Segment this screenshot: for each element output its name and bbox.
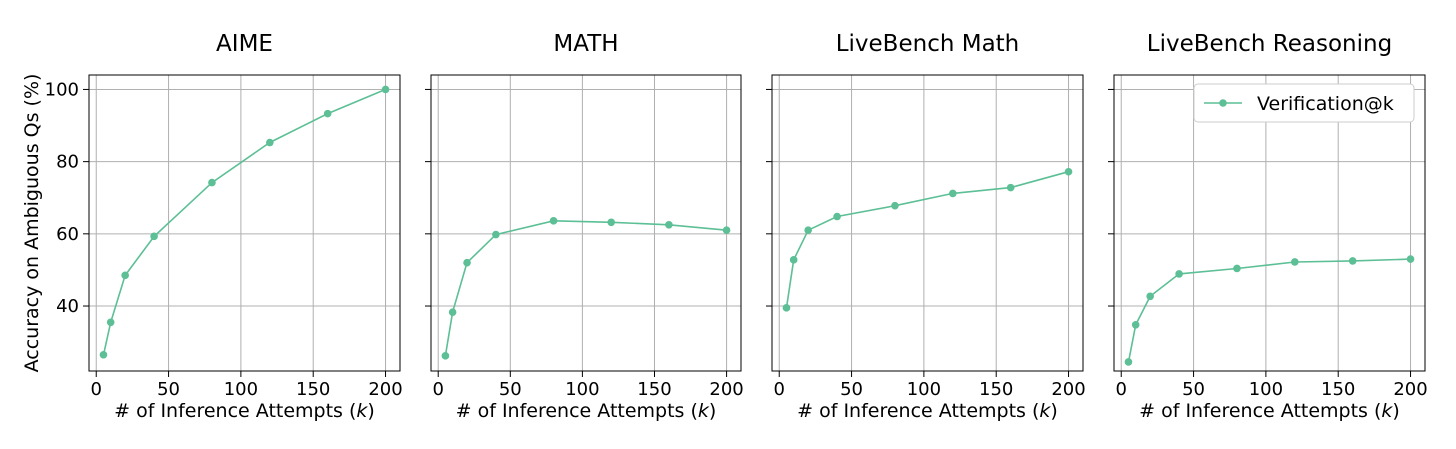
x-tick-label: 100	[907, 379, 941, 400]
data-point	[1064, 167, 1073, 176]
axes-frame	[430, 74, 742, 372]
x-tick-label: 0	[432, 379, 443, 400]
data-point	[1146, 292, 1154, 301]
x-axis-label: # of Inference Attempts (k)	[1139, 400, 1400, 422]
data-point	[121, 271, 129, 280]
x-tick-label: 150	[1321, 379, 1355, 400]
x-tick-label: 100	[1249, 379, 1283, 400]
data-point	[106, 318, 115, 327]
legend-label: Verification@k	[1257, 93, 1394, 115]
x-tick-label: 100	[224, 379, 258, 400]
data-point	[1406, 255, 1415, 263]
data-point	[448, 308, 457, 316]
panel-1: 0 50 100 150 200 MATH # of Inference Attempts …	[425, 31, 744, 422]
data-point	[607, 218, 616, 227]
data-point	[782, 304, 791, 312]
data-point	[1124, 358, 1133, 366]
y-tick-label: 100	[45, 79, 79, 100]
x-tick-label: 200	[1393, 379, 1427, 400]
x-tick-label: 50	[157, 379, 180, 400]
x-tick-label: 150	[637, 379, 671, 400]
x-axis-label: # of Inference Attempts (k)	[114, 400, 375, 422]
axes-frame	[1113, 74, 1426, 372]
series-line-verification	[102, 88, 386, 355]
x-tick-label: 200	[709, 379, 743, 400]
x-tick-label: 0	[1116, 379, 1127, 400]
legend-box	[1193, 83, 1415, 123]
data-point	[891, 201, 899, 210]
panel-2: 0 50 100 150 200 LiveBench Math # of Inference…	[766, 31, 1086, 422]
x-tick-label: 150	[296, 379, 330, 400]
x-tick-label: 50	[499, 379, 522, 400]
data-point	[1348, 257, 1357, 265]
x-axis-label: # of Inference Attempts (k)	[456, 400, 717, 422]
data-point	[99, 350, 108, 359]
panel-3: 0 50 100 150 200 LiveBench Reasoning # of Infe…	[1108, 31, 1428, 422]
series-line-verification	[444, 219, 727, 356]
x-tick-label: 150	[979, 379, 1013, 400]
data-point	[492, 230, 500, 239]
axes-frame	[771, 74, 1084, 372]
data-point	[722, 226, 731, 235]
axes-frame	[88, 74, 401, 372]
data-point	[1233, 264, 1241, 273]
data-point	[463, 258, 471, 267]
x-tick-label: 50	[1182, 379, 1205, 400]
data-point	[1175, 270, 1183, 278]
x-tick-label: 0	[91, 379, 102, 400]
data-point	[833, 212, 841, 221]
legend-marker	[1219, 99, 1227, 107]
chart-title: LiveBench Math	[836, 31, 1020, 57]
panels: 0 50 100 150 200 40 60 80 100 AIME # of Inference …	[45, 31, 1428, 422]
data-point	[549, 217, 558, 225]
x-tick-label: 50	[840, 379, 863, 400]
data-point	[665, 221, 673, 229]
x-axis-label: # of Inference Attempts (k)	[797, 400, 1058, 422]
chart-title: AIME	[216, 31, 273, 57]
legend: Verification@k	[1193, 83, 1415, 123]
data-point	[1006, 183, 1015, 192]
y-tick-label: 60	[56, 224, 79, 245]
x-tick-label: 0	[774, 379, 785, 400]
chart-title: LiveBench Reasoning	[1147, 31, 1392, 57]
x-tick-label: 200	[1051, 379, 1085, 400]
data-point	[150, 232, 158, 241]
data-point	[323, 109, 332, 118]
x-tick-label: 100	[565, 379, 599, 400]
data-point	[381, 85, 390, 94]
data-point	[1131, 320, 1140, 329]
data-point	[949, 189, 957, 198]
x-tick-label: 200	[368, 379, 402, 400]
y-tick-label: 40	[56, 296, 79, 317]
data-point	[441, 352, 450, 360]
y-axis-label: Accuracy on Ambiguous Qs (%)	[21, 74, 43, 373]
data-point	[789, 256, 798, 264]
data-point	[1291, 258, 1299, 266]
series-line-verification	[785, 170, 1069, 308]
data-point	[266, 138, 274, 147]
panel-0: 0 50 100 150 200 40 60 80 100 AIME # of Inference …	[45, 31, 403, 422]
chart-title: MATH	[553, 31, 618, 57]
series-line-verification	[1127, 258, 1411, 363]
y-tick-label: 80	[56, 152, 79, 173]
data-point	[804, 226, 812, 235]
data-point	[208, 178, 216, 187]
